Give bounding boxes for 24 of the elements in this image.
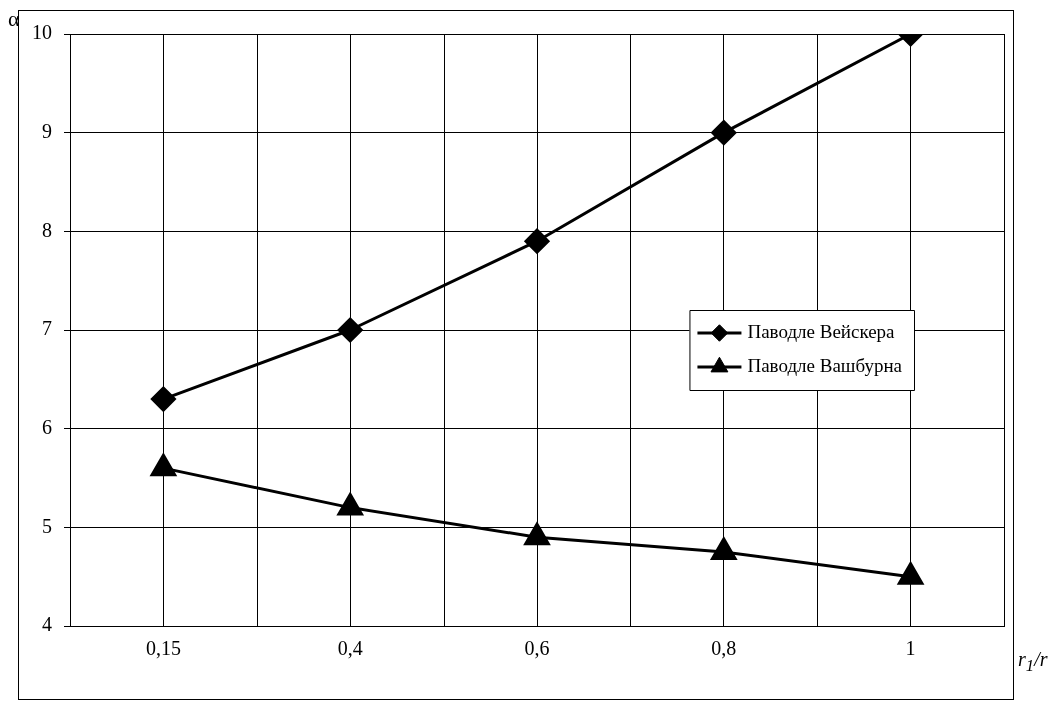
point	[337, 317, 363, 343]
point	[337, 493, 363, 516]
x-tick-label: 1	[905, 637, 916, 660]
point	[150, 453, 177, 477]
point	[897, 562, 924, 585]
x-tick-label: 0,6	[524, 637, 550, 660]
point	[524, 228, 550, 254]
y-tick-label: 7	[42, 317, 52, 340]
y-tick-label: 10	[32, 21, 52, 44]
y-tick-label: 9	[42, 119, 52, 142]
point	[524, 522, 550, 546]
point	[150, 386, 176, 412]
point	[711, 537, 737, 560]
x-tick-label: 0,15	[145, 637, 181, 660]
x-tick-label: 0,8	[711, 637, 737, 660]
point	[711, 120, 737, 146]
y-tick-label: 5	[42, 514, 52, 537]
legend-label: Паводле Вейскера	[747, 320, 896, 342]
y-tick-label: 8	[42, 218, 52, 241]
y-tick-label: 6	[42, 415, 52, 438]
x-tick-label: 0,4	[337, 637, 363, 660]
legend-label: Паводле Вашбурна	[747, 354, 903, 376]
y-tick-label: 4	[42, 613, 52, 636]
x-axis-title: r$_{1}$/r	[1018, 648, 1048, 676]
